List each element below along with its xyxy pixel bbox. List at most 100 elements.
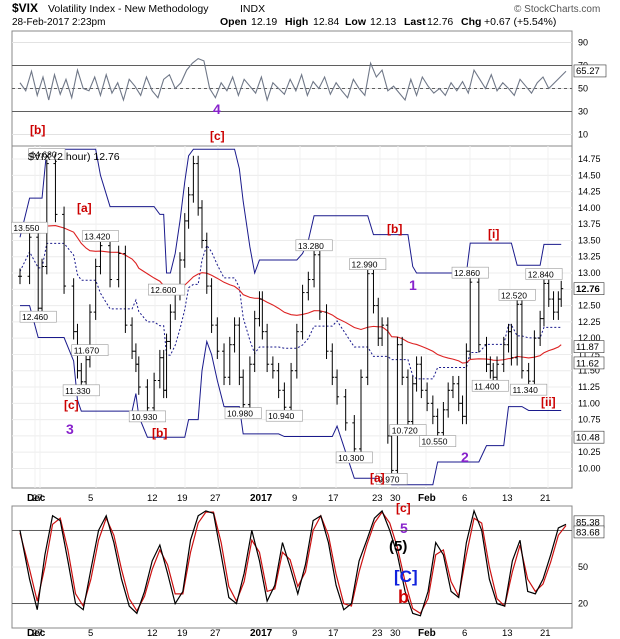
price-swing-label: 10.940	[268, 411, 294, 421]
low-value: 12.13	[370, 16, 396, 28]
price-label-box	[81, 230, 119, 242]
price-xtick-label: 27	[210, 493, 221, 504]
rsi-tick-label: 10	[578, 130, 588, 140]
price-label-box	[525, 268, 563, 280]
stoch-xtick-label: 5	[88, 628, 93, 639]
wave-label: 1	[409, 277, 417, 293]
wave-label: 4	[213, 101, 221, 117]
price-tick-label: 14.00	[578, 203, 601, 213]
price-swing-label: 12.600	[150, 285, 176, 295]
stoch-xtick-label: 17	[328, 628, 339, 639]
price-label-box	[389, 424, 427, 436]
high-label: High	[285, 16, 308, 28]
price-tick-label: 14.75	[578, 154, 601, 164]
open-label: Open	[220, 16, 247, 28]
wave-label: 5	[400, 520, 408, 536]
wave-label: [c]	[64, 398, 79, 412]
price-xtick-label: 12	[147, 493, 158, 504]
stoch-wave-label: b	[398, 587, 409, 607]
stoch-xtick-label: Dec	[27, 628, 46, 639]
rsi-last-value: 65.27	[576, 66, 600, 77]
price-tick-label: 11.50	[578, 366, 600, 376]
stoch-xtick-label: Feb	[418, 628, 436, 639]
price-tick-label: 12.50	[578, 301, 601, 311]
price-swing-label: 9.970	[378, 474, 400, 484]
price-label-box	[265, 409, 303, 422]
chg-value: +0.67 (+5.54%)	[484, 16, 556, 28]
wave-label: 2	[461, 449, 469, 465]
rsi-line	[19, 57, 567, 102]
rsi-panel: 103050709065.27	[12, 38, 607, 140]
price-tick-label: 14.25	[578, 187, 601, 197]
price-xtick-label: 21	[540, 493, 551, 504]
stoch-k-line	[19, 508, 567, 617]
price-label-box	[62, 384, 100, 397]
price-axis-marker-value: 12.76	[576, 284, 600, 295]
price-swing-label: 10.550	[421, 437, 447, 447]
price-xtick-label: 17	[328, 493, 339, 504]
stoch-xtick-label: 27	[210, 628, 221, 639]
last-value: 12.76	[427, 16, 453, 28]
price-axis-marker	[573, 282, 605, 295]
price-label-box	[498, 288, 536, 301]
price-tick-label: 13.75	[578, 219, 601, 229]
stochastic-panel: 20508085.3883.68Dec512192720179172330Feb…	[12, 508, 605, 639]
wave-label: [a]	[77, 201, 92, 215]
stoch-xtick-label: 13	[502, 628, 513, 639]
price-tick-label: 11.00	[578, 398, 600, 408]
price-tick-label: 10.25	[578, 447, 601, 457]
price-label-box	[471, 379, 509, 392]
price-axis-marker	[573, 430, 605, 444]
price-label-box	[451, 266, 489, 279]
price-swing-label: 12.860	[454, 268, 480, 278]
price-axis-marker	[573, 340, 605, 353]
price-swing-label: 13.280	[298, 241, 324, 251]
price-swing-label: 11.400	[474, 381, 500, 391]
stoch-last-value: 85.38	[576, 517, 600, 528]
price-swing-label: 10.720	[392, 426, 418, 436]
last-label: Last	[404, 16, 426, 28]
price-swing-label: 12.840	[528, 269, 554, 279]
exchange-text: INDX	[240, 3, 265, 15]
symbol-text: $VIX	[12, 1, 38, 15]
price-panel-frame	[11, 145, 573, 489]
index-name-text: Volatility Index - New Methodology	[48, 3, 209, 15]
price-panel: 10.0010.2510.5010.7511.0011.2511.5011.75…	[11, 101, 605, 536]
stoch-xtick-label: 6	[462, 628, 467, 639]
price-label-box	[19, 310, 57, 323]
price-label-box	[28, 148, 66, 160]
price-swing-label: 10.300	[338, 453, 364, 463]
stoch-wave-label: [C]	[394, 567, 418, 586]
price-axis-marker-value: 11.62	[576, 358, 599, 369]
price-swing-label: 10.980	[227, 409, 253, 419]
price-tick-label: 14.50	[578, 170, 601, 180]
price-xtick-label: 23	[372, 493, 383, 504]
wave-label: [ii]	[541, 395, 556, 409]
price-label-box	[11, 221, 49, 234]
price-tick-label: 13.25	[578, 252, 601, 262]
price-panel-title: $VIX (2 hour) 12.76	[28, 151, 120, 163]
price-label-box	[375, 473, 408, 485]
watermark-text: © StockCharts.com	[514, 4, 600, 15]
price-label-box	[335, 451, 373, 464]
stoch-xtick-label: 9	[292, 628, 297, 639]
price-axis-marker-value: 10.48	[576, 433, 600, 444]
price-label-box	[510, 383, 548, 396]
open-value: 12.19	[251, 16, 277, 28]
wave-label: 3	[66, 421, 74, 437]
price-swing-label: 12.990	[352, 260, 378, 270]
rsi-tick-label: 90	[578, 38, 588, 48]
stoch-xtick-label: 23	[372, 628, 383, 639]
price-label-box	[295, 239, 333, 252]
wave-label: [a]	[370, 471, 385, 485]
price-label-box	[148, 283, 186, 296]
price-xtick-label: 9	[292, 493, 297, 504]
price-swing-label: 11.330	[65, 386, 91, 396]
price-xtick-label: Dec	[27, 493, 46, 504]
wave-label: [b]	[30, 123, 45, 137]
stoch-wave-label: (5)	[389, 538, 407, 555]
stoch-last-value: 83.68	[576, 527, 600, 538]
stoch-xtick-label: 30	[390, 628, 401, 639]
wave-label: [c]	[210, 129, 225, 143]
